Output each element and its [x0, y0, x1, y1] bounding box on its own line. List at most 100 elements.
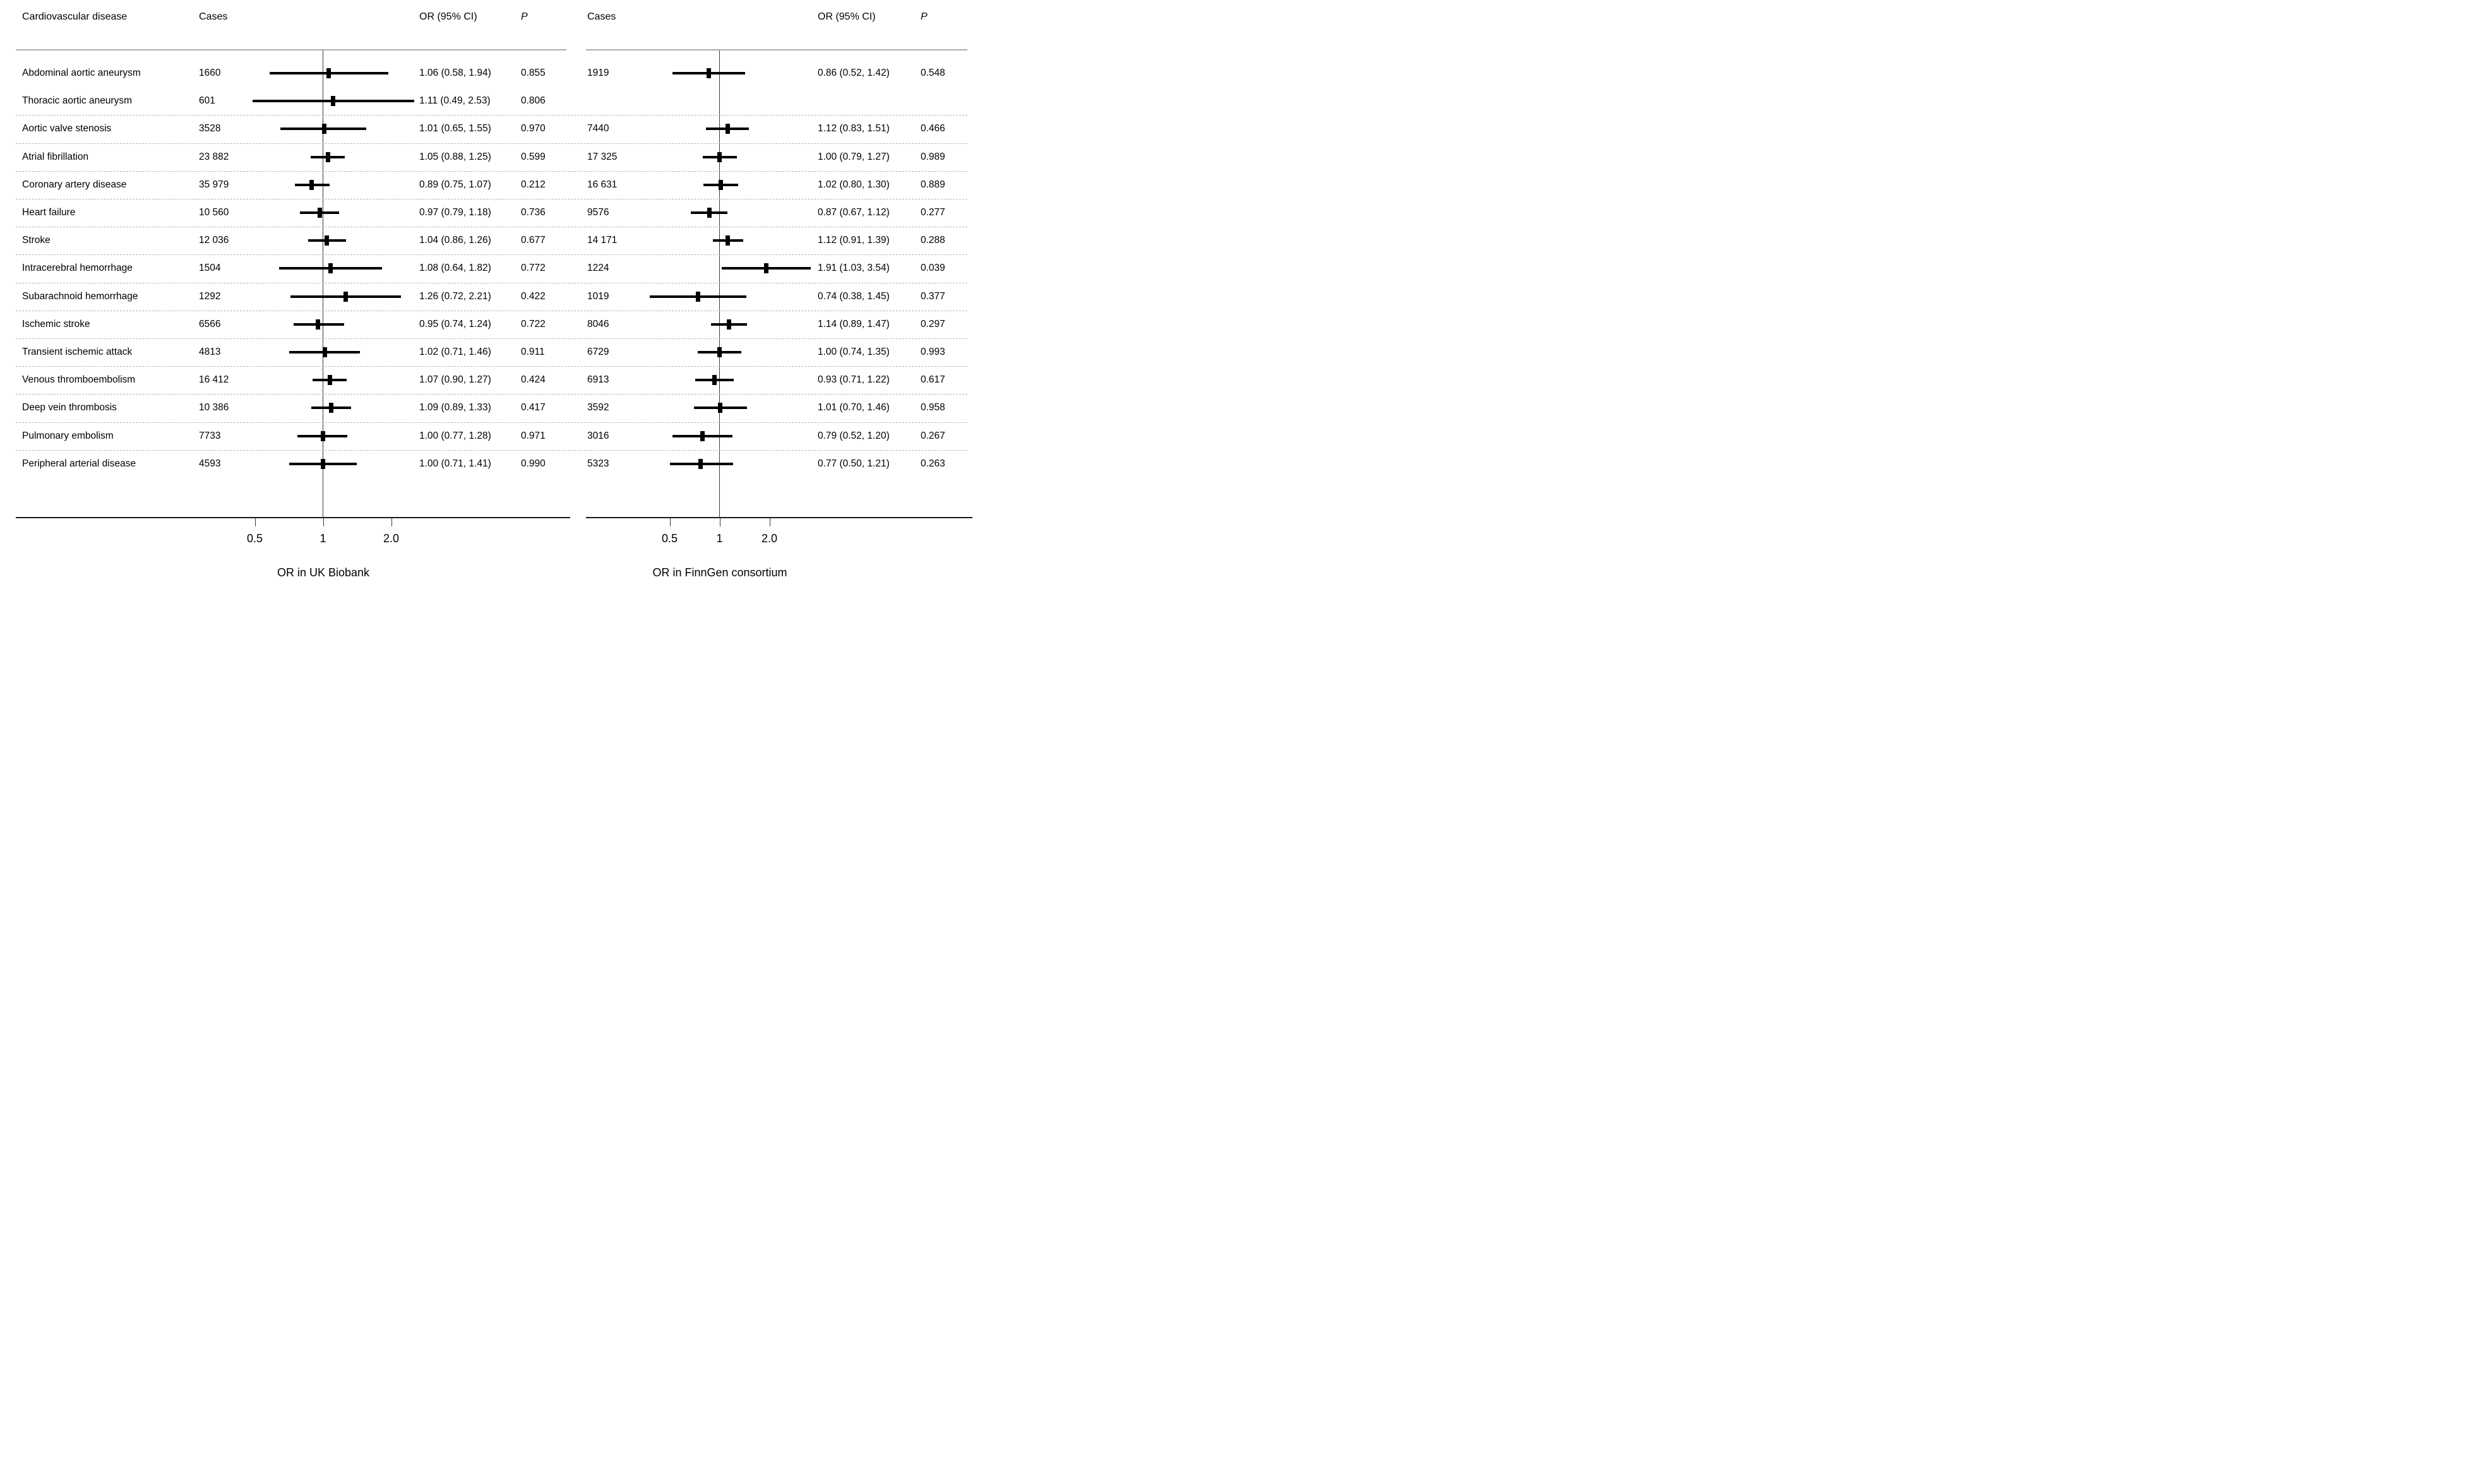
finngen-or-ci-value: 1.02 (0.80, 1.30) [818, 179, 890, 190]
ukb-axis-tick [323, 518, 324, 526]
finngen-or-ci-value: 0.74 (0.38, 1.45) [818, 290, 890, 302]
finngen-cases-value: 1919 [587, 68, 609, 78]
ukb-p-value: 0.855 [521, 68, 546, 78]
column-header-p-finngen: P [921, 11, 928, 22]
ukb-axis-tick [391, 518, 392, 526]
ukb-or-ci-value: 1.01 (0.65, 1.55) [419, 123, 491, 134]
ukb-or-ci-value: 1.02 (0.71, 1.46) [419, 347, 491, 357]
ukb-p-value: 0.970 [521, 123, 546, 134]
row-disease-label: Heart failure [22, 207, 76, 218]
ukb-p-value: 0.990 [521, 458, 546, 469]
ukb-cases-value: 1660 [199, 68, 221, 78]
axis-title-ukb: OR in UK Biobank [277, 566, 370, 579]
ukb-or-ci-value: 1.26 (0.72, 2.21) [419, 290, 491, 302]
ukb-p-value: 0.417 [521, 402, 546, 413]
column-header-disease: Cardiovascular disease [22, 11, 128, 22]
ukb-or-ci-value: 1.04 (0.86, 1.26) [419, 235, 491, 246]
ukb-cases-value: 6566 [199, 318, 221, 329]
ukb-cases-value: 10 560 [199, 207, 229, 218]
finngen-p-value: 0.466 [921, 123, 945, 134]
ukb-or-marker [323, 347, 328, 357]
row-separator [16, 394, 967, 395]
ukb-or-ci-value: 0.89 (0.75, 1.07) [419, 179, 491, 190]
column-header-or-finngen: OR (95% CI) [818, 11, 876, 22]
ukb-or-ci-value: 1.07 (0.90, 1.27) [419, 374, 491, 386]
ukb-p-value: 0.971 [521, 430, 546, 441]
finngen-or-ci-value: 1.12 (0.83, 1.51) [818, 123, 890, 134]
ukb-or-ci-value: 1.06 (0.58, 1.94) [419, 68, 491, 78]
finngen-p-value: 0.889 [921, 179, 945, 190]
header-rule-right [586, 49, 967, 50]
finngen-p-value: 0.277 [921, 207, 945, 218]
finngen-axis-tick-label: 2.0 [761, 532, 778, 545]
finngen-axis-tick-label: 1 [716, 532, 723, 545]
finngen-or-ci-value: 0.79 (0.52, 1.20) [818, 430, 890, 441]
finngen-or-marker [718, 403, 723, 413]
row-disease-label: Deep vein thrombosis [22, 402, 117, 413]
finngen-p-value: 0.297 [921, 318, 945, 329]
ukb-or-ci-value: 1.11 (0.49, 2.53) [419, 95, 491, 107]
ukb-or-marker [318, 208, 323, 218]
ukb-or-marker [326, 68, 332, 78]
finngen-cases-value: 14 171 [587, 235, 618, 246]
ukb-cases-value: 23 882 [199, 151, 229, 162]
row-disease-label: Abdominal aortic aneurysm [22, 68, 141, 78]
finngen-p-value: 0.039 [921, 263, 945, 274]
ukb-or-marker [321, 430, 325, 441]
finngen-cases-value: 17 325 [587, 151, 618, 162]
finngen-or-ci-value: 0.86 (0.52, 1.42) [818, 68, 890, 78]
finngen-or-ci-value: 1.00 (0.74, 1.35) [818, 347, 890, 357]
row-disease-label: Pulmonary embolism [22, 430, 114, 441]
ukb-or-ci-value: 1.05 (0.88, 1.25) [419, 151, 491, 162]
ukb-cases-value: 3528 [199, 123, 221, 134]
row-separator [16, 254, 967, 256]
ukb-or-marker [329, 403, 334, 413]
ukb-or-ci-value: 1.00 (0.77, 1.28) [419, 430, 491, 441]
finngen-or-ci-value: 0.93 (0.71, 1.22) [818, 374, 890, 386]
finngen-or-marker [712, 375, 717, 386]
finngen-or-marker [719, 179, 724, 190]
column-header-or-ukb: OR (95% CI) [419, 11, 477, 22]
ukb-cases-value: 16 412 [199, 374, 229, 386]
ukb-axis-tick [254, 518, 256, 526]
finngen-p-value: 0.267 [921, 430, 945, 441]
ukb-or-marker [331, 96, 336, 107]
ukb-p-value: 0.677 [521, 235, 546, 246]
row-disease-label: Venous thromboembolism [22, 374, 136, 386]
row-disease-label: Peripheral arterial disease [22, 458, 136, 469]
ukb-p-value: 0.722 [521, 318, 546, 329]
finngen-or-marker [706, 68, 711, 78]
reference-line-finngen [719, 50, 720, 518]
finngen-or-ci-value: 1.91 (1.03, 3.54) [818, 263, 890, 274]
row-disease-label: Thoracic aortic aneurysm [22, 95, 133, 107]
finngen-cases-value: 5323 [587, 458, 609, 469]
row-disease-label: Transient ischemic attack [22, 347, 133, 357]
finngen-cases-value: 1019 [587, 290, 609, 302]
row-separator [16, 422, 967, 423]
finngen-cases-value: 16 631 [587, 179, 618, 190]
row-separator [16, 170, 967, 172]
ukb-or-marker [309, 179, 314, 190]
ukb-or-ci-value: 1.00 (0.71, 1.41) [419, 458, 491, 469]
column-header-p-ukb: P [521, 11, 528, 22]
finngen-p-value: 0.548 [921, 68, 945, 78]
ukb-cases-value: 1292 [199, 290, 221, 302]
row-disease-label: Intracerebral hemorrhage [22, 263, 133, 274]
finngen-axis-tick-label: 0.5 [661, 532, 678, 545]
ukb-or-marker [328, 263, 333, 274]
row-separator [16, 338, 967, 339]
finngen-p-value: 0.958 [921, 402, 945, 413]
row-separator [16, 143, 967, 144]
finngen-or-ci-value: 1.12 (0.91, 1.39) [818, 235, 890, 246]
ukb-p-value: 0.736 [521, 207, 546, 218]
axis-line-finngen [586, 517, 972, 518]
ukb-cases-value: 4813 [199, 347, 221, 357]
ukb-cases-value: 1504 [199, 263, 221, 274]
axis-title-finngen: OR in FinnGen consortium [652, 566, 787, 579]
ukb-cases-value: 10 386 [199, 402, 229, 413]
ukb-cases-value: 35 979 [199, 179, 229, 190]
finngen-or-marker [763, 263, 768, 274]
finngen-cases-value: 1224 [587, 263, 609, 274]
finngen-cases-value: 6729 [587, 347, 609, 357]
ukb-or-marker [343, 291, 348, 302]
